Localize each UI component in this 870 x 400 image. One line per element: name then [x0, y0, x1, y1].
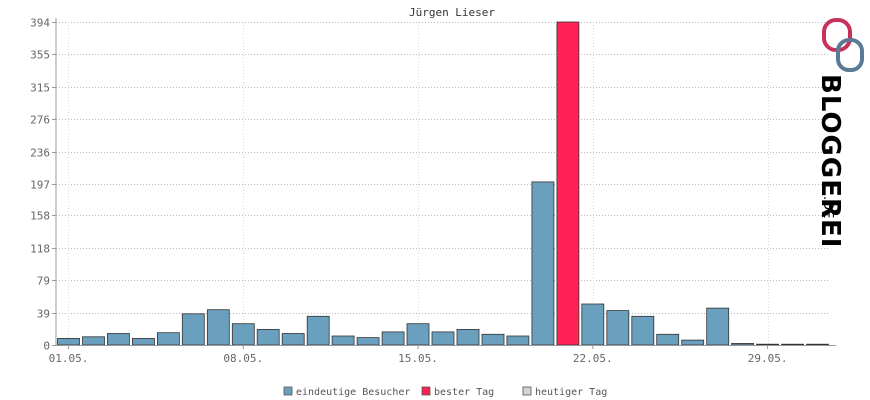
bars — [57, 21, 829, 346]
x-tick-label: 01.05. — [49, 352, 89, 365]
bar — [756, 343, 779, 346]
legend-swatch — [421, 386, 431, 396]
bar — [606, 310, 630, 346]
y-tick-label: 355 — [30, 49, 50, 62]
y-tick-label: 0 — [43, 340, 50, 353]
bar — [656, 333, 680, 346]
x-tick-label: 08.05. — [223, 352, 263, 365]
bar — [107, 333, 130, 346]
x-tick-label: 22.05. — [573, 352, 613, 365]
bar — [181, 313, 205, 346]
bloggerei-speech-bubble-icon — [822, 18, 864, 72]
bar — [381, 331, 405, 346]
legend: eindeutige Besucher bester Tag heutiger Ta… — [283, 386, 607, 398]
bar — [481, 333, 505, 346]
bar — [781, 343, 804, 346]
bar — [506, 335, 530, 346]
bar — [356, 337, 380, 346]
bar — [131, 337, 155, 346]
bar — [631, 315, 655, 346]
legend-label: heutiger Tag — [535, 387, 607, 398]
y-tick-label: 315 — [30, 82, 50, 95]
bloggerei-logo: BLOGGEREI .DE — [815, 18, 864, 248]
bar — [57, 337, 80, 346]
bar — [731, 342, 754, 346]
legend-swatch — [522, 386, 532, 396]
bar — [306, 315, 330, 346]
brand-name: BLOGGEREI — [815, 74, 845, 248]
bar — [256, 328, 280, 346]
y-tick-label: 276 — [30, 114, 50, 127]
bar — [531, 181, 555, 346]
bar — [556, 21, 580, 346]
y-tick-label: 197 — [30, 179, 50, 192]
y-tick-label: 394 — [30, 17, 50, 30]
x-tick-label: 15.05. — [398, 352, 438, 365]
bar — [231, 323, 255, 346]
y-tick-label: 158 — [30, 210, 50, 223]
bar — [156, 332, 180, 346]
y-tick-label: 39 — [37, 308, 50, 321]
y-tick-label: 118 — [30, 243, 50, 256]
bar — [581, 303, 605, 346]
grid — [56, 22, 830, 345]
bar — [706, 307, 730, 346]
bar — [206, 309, 230, 346]
y-tick-label: 236 — [30, 147, 50, 160]
y-tick-label: 79 — [37, 275, 50, 288]
axes: 0 39 79 118 158 197 236 276 315 355 394 01.05. 08.05… — [30, 17, 836, 365]
chart-title: Jürgen Lieser — [409, 6, 495, 19]
brand-tld: .DE — [820, 196, 835, 218]
bar — [681, 339, 705, 346]
bar — [82, 336, 105, 346]
legend-label: eindeutige Besucher — [296, 387, 410, 398]
x-tick-label: 29.05. — [748, 352, 788, 365]
bar — [406, 323, 430, 346]
bar — [431, 331, 455, 346]
legend-swatch — [283, 386, 293, 396]
bar — [281, 333, 305, 346]
bar — [806, 343, 829, 346]
bar — [456, 328, 480, 346]
bar — [331, 335, 355, 346]
legend-label: bester Tag — [434, 387, 494, 398]
